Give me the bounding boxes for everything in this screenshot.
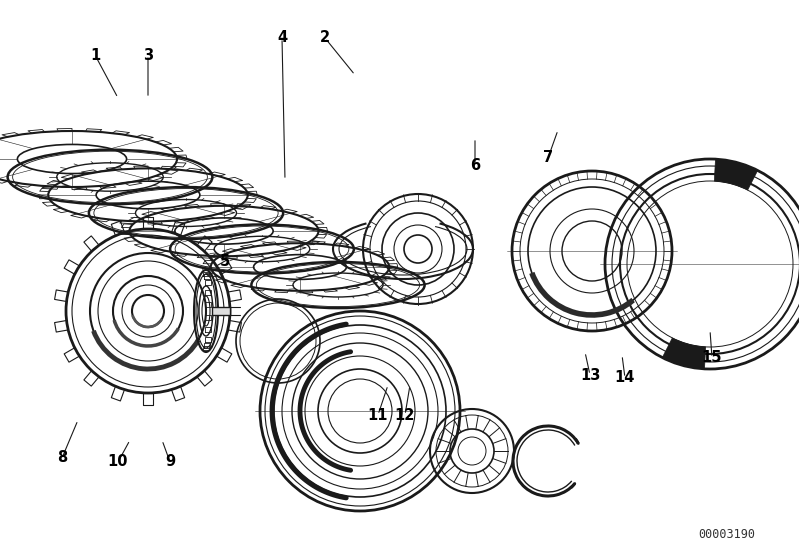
Bar — [212, 307, 230, 315]
Text: 6: 6 — [470, 158, 480, 173]
Text: 15: 15 — [702, 350, 722, 366]
Text: 9: 9 — [165, 454, 175, 470]
Text: 5: 5 — [220, 254, 230, 269]
Text: 00003190: 00003190 — [698, 528, 755, 541]
Wedge shape — [714, 159, 757, 190]
Text: 10: 10 — [108, 454, 129, 470]
Text: 12: 12 — [395, 408, 415, 423]
Text: 13: 13 — [580, 367, 600, 382]
Text: 3: 3 — [143, 48, 153, 63]
Wedge shape — [662, 338, 706, 369]
Text: 2: 2 — [320, 31, 330, 45]
Text: 11: 11 — [368, 408, 388, 423]
Text: 1: 1 — [89, 48, 100, 63]
Text: 7: 7 — [543, 150, 553, 165]
Text: 14: 14 — [614, 371, 635, 386]
Text: 4: 4 — [277, 31, 287, 45]
Text: 8: 8 — [57, 451, 67, 466]
